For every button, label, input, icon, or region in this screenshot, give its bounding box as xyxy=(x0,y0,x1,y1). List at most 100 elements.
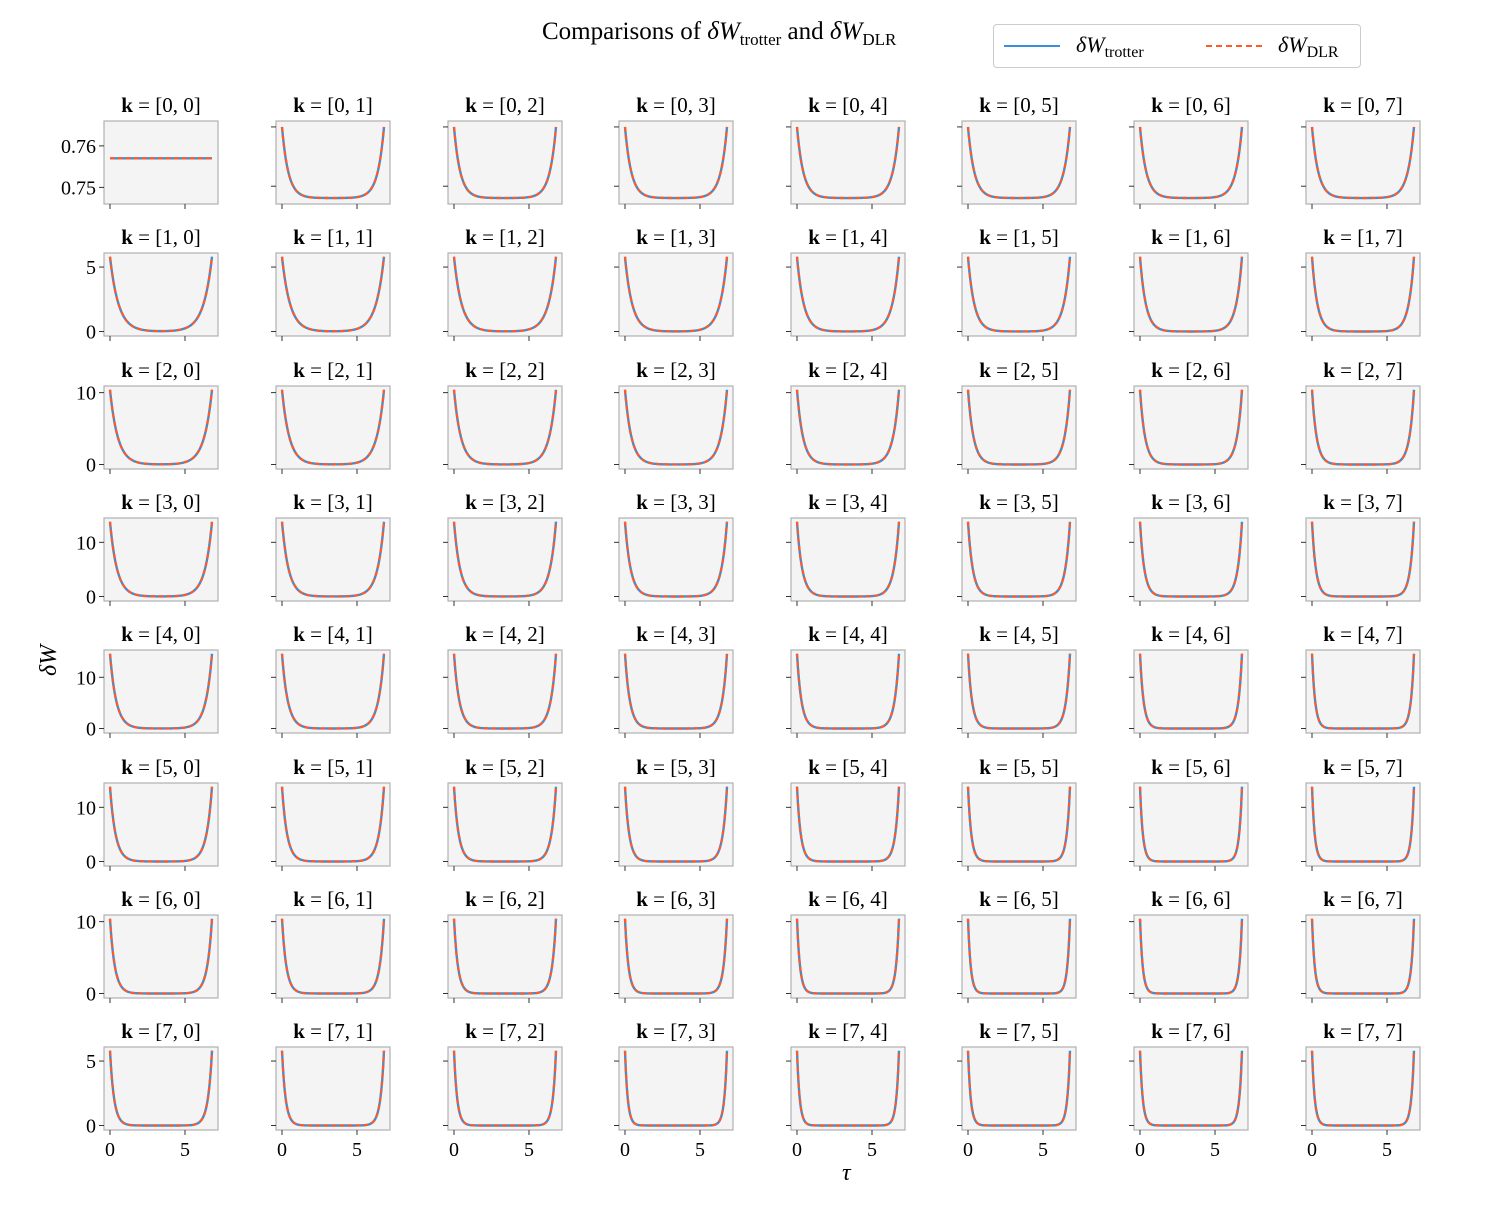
subplot-axes xyxy=(275,517,391,602)
subplot-title: k = [0, 2] xyxy=(465,93,545,117)
subplot-axes xyxy=(275,914,391,999)
series-dlr-line xyxy=(280,918,386,995)
subplot-axes xyxy=(1305,385,1421,470)
subplot: k = [0, 0] 0.76 0.75 xyxy=(61,93,219,209)
subplot-axes xyxy=(618,385,734,470)
subplot: k = [4, 7] xyxy=(1301,622,1421,738)
subplot-title-value: = [0, 5] xyxy=(991,93,1059,117)
subplot-title: k = [6, 6] xyxy=(1151,887,1231,911)
subplot-title-value: = [7, 1] xyxy=(305,1019,373,1043)
subplot: k = [3, 6] xyxy=(1129,490,1249,606)
subplot-title-k: k xyxy=(1323,225,1335,249)
x-axis-label: τ xyxy=(842,1160,851,1186)
y-tick-label: 10 xyxy=(76,797,96,819)
subplot-axes xyxy=(447,252,563,337)
y-tick-label: 5 xyxy=(86,257,96,279)
subplot: k = [0, 3] xyxy=(614,93,734,209)
subplot: k = [4, 6] xyxy=(1129,622,1249,738)
subplot-title: k = [2, 3] xyxy=(636,358,716,382)
subplot-title-k: k xyxy=(1151,93,1163,117)
subplot: k = [0, 6] xyxy=(1129,93,1249,209)
subplot-title-value: = [5, 3] xyxy=(648,755,716,779)
subplot-title-k: k xyxy=(465,93,477,117)
subplot-title-value: = [2, 4] xyxy=(820,358,888,382)
series-dlr-line xyxy=(795,126,901,200)
subplot-axes xyxy=(961,385,1077,470)
subplot-axes xyxy=(1305,649,1421,734)
subplot-title-k: k xyxy=(636,358,648,382)
subplot-title-k: k xyxy=(636,225,648,249)
subplot: k = [5, 3] xyxy=(614,755,734,871)
subplot-title: k = [7, 4] xyxy=(808,1019,888,1043)
subplot-title-value: = [5, 5] xyxy=(991,755,1059,779)
subplot-title-k: k xyxy=(465,1019,477,1043)
subplot-title-k: k xyxy=(1151,755,1163,779)
series-dlr-line xyxy=(1310,126,1416,200)
subplot-axes xyxy=(275,252,391,337)
series-dlr-line xyxy=(1310,389,1416,466)
subplot-title-value: = [6, 6] xyxy=(1163,887,1231,911)
subplot: k = [0, 2] xyxy=(443,93,563,209)
subplot-title-k: k xyxy=(1151,622,1163,646)
x-tick-label: 5 xyxy=(695,1139,705,1161)
subplot-title-value: = [6, 3] xyxy=(648,887,716,911)
subplot-title-k: k xyxy=(808,1019,820,1043)
subplot-title-k: k xyxy=(979,1019,991,1043)
subplot: k = [3, 1] xyxy=(271,490,391,606)
subplot: k = [1, 0] 5 0 xyxy=(86,225,219,344)
subplot-title: k = [4, 7] xyxy=(1323,622,1403,646)
subplot-title-k: k xyxy=(121,93,133,117)
subplot-title-k: k xyxy=(465,358,477,382)
subplot: k = [7, 7] 0 5 xyxy=(1301,1019,1421,1161)
subplot-title: k = [2, 2] xyxy=(465,358,545,382)
series-dlr-line xyxy=(966,653,1072,730)
series-dlr-line xyxy=(452,256,558,333)
subplot-axes xyxy=(1133,385,1249,470)
subplot-title-value: = [3, 5] xyxy=(991,490,1059,514)
subplot-title: k = [6, 0] xyxy=(121,887,201,911)
subplot-title-k: k xyxy=(293,225,305,249)
series-dlr-line xyxy=(795,521,901,598)
subplot-title-k: k xyxy=(465,755,477,779)
subplot: k = [5, 6] xyxy=(1129,755,1249,871)
subplot-title: k = [4, 6] xyxy=(1151,622,1231,646)
subplot-axes xyxy=(618,782,734,867)
subplot-title-value: = [0, 1] xyxy=(305,93,373,117)
subplot-title: k = [7, 5] xyxy=(979,1019,1059,1043)
legend-item-dlr: δWDLR xyxy=(1206,32,1356,61)
subplot-title-k: k xyxy=(121,490,133,514)
series-dlr-line xyxy=(108,786,214,863)
series-dlr-line xyxy=(1138,521,1244,598)
subplot-title-k: k xyxy=(293,887,305,911)
series-dlr-line xyxy=(280,126,386,200)
subplot-title: k = [7, 7] xyxy=(1323,1019,1403,1043)
subplot: k = [4, 0] 10 0 xyxy=(76,622,219,741)
subplot-title: k = [0, 3] xyxy=(636,93,716,117)
subplot-title-k: k xyxy=(979,93,991,117)
series-dlr-line xyxy=(623,786,729,863)
series-dlr-line xyxy=(966,521,1072,598)
subplot: k = [1, 6] xyxy=(1129,225,1249,341)
subplot: k = [3, 3] xyxy=(614,490,734,606)
subplot-axes xyxy=(790,1046,906,1131)
subplot-title: k = [7, 0] xyxy=(121,1019,201,1043)
subplot-title-value: = [7, 7] xyxy=(1335,1019,1403,1043)
subplot-title: k = [6, 5] xyxy=(979,887,1059,911)
subplot-title: k = [4, 2] xyxy=(465,622,545,646)
subplot-title-value: = [1, 4] xyxy=(820,225,888,249)
subplot-title-value: = [3, 0] xyxy=(133,490,201,514)
subplot-axes xyxy=(1133,1046,1249,1131)
series-dlr-line xyxy=(108,918,214,995)
subplot-axes xyxy=(275,120,391,205)
series-dlr-line xyxy=(1138,389,1244,466)
subplot-title-k: k xyxy=(1151,887,1163,911)
subplot-axes xyxy=(275,649,391,734)
y-tick-label: 10 xyxy=(76,912,96,934)
legend-label-dlr: δWDLR xyxy=(1278,32,1339,61)
subplot: k = [6, 0] 10 0 xyxy=(76,887,219,1006)
subplot: k = [2, 2] xyxy=(443,358,563,474)
subplot-title-k: k xyxy=(979,887,991,911)
subplot-axes xyxy=(618,1046,734,1131)
subplot: k = [0, 4] xyxy=(786,93,906,209)
